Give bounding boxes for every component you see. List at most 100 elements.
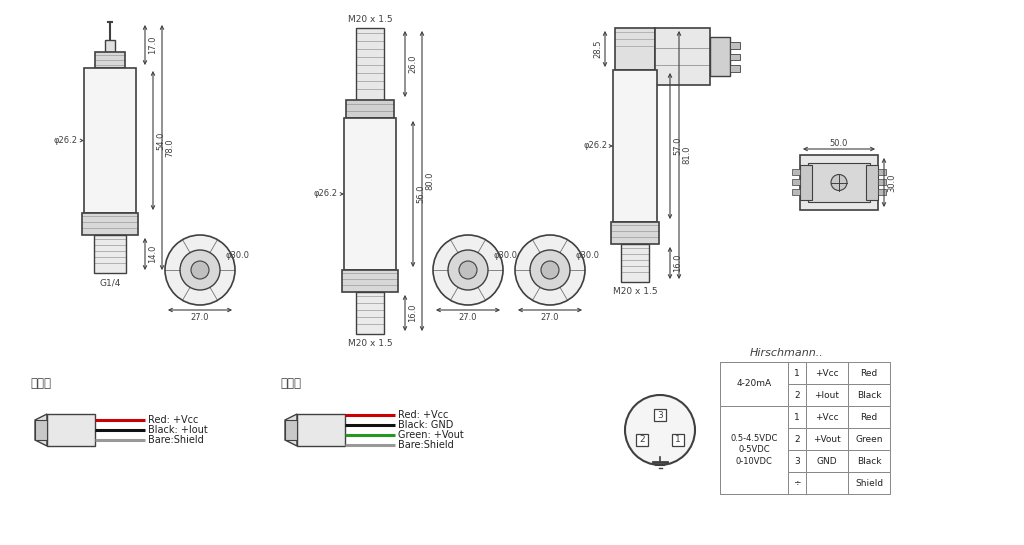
Bar xyxy=(720,472,788,494)
Bar xyxy=(105,40,115,52)
Text: GND: GND xyxy=(817,457,838,465)
Bar xyxy=(730,53,740,60)
Bar xyxy=(720,428,788,450)
Polygon shape xyxy=(285,414,297,446)
Circle shape xyxy=(433,235,503,305)
Bar xyxy=(792,169,800,175)
Bar xyxy=(720,362,788,384)
Bar xyxy=(848,384,890,406)
Text: Bare:Shield: Bare:Shield xyxy=(148,435,204,445)
Text: 2: 2 xyxy=(795,434,800,444)
Bar xyxy=(878,189,886,195)
Bar xyxy=(788,450,806,472)
Circle shape xyxy=(191,261,209,279)
Bar xyxy=(655,28,710,85)
Text: φ26.2: φ26.2 xyxy=(314,190,338,198)
Text: 16.0: 16.0 xyxy=(673,254,682,272)
Bar xyxy=(95,52,125,68)
Text: Hirschmann..: Hirschmann.. xyxy=(750,348,823,358)
Bar xyxy=(730,65,740,72)
Text: Bare:Shield: Bare:Shield xyxy=(398,440,454,450)
Text: 81.0: 81.0 xyxy=(682,146,691,164)
Bar xyxy=(800,165,812,200)
Text: φ30.0: φ30.0 xyxy=(225,251,249,259)
Text: 1: 1 xyxy=(675,435,681,445)
Bar xyxy=(788,384,806,406)
Bar xyxy=(346,100,394,118)
Text: Black: Black xyxy=(857,391,882,399)
Bar xyxy=(806,428,848,450)
Bar xyxy=(720,406,788,494)
Bar xyxy=(788,428,806,450)
Bar xyxy=(35,420,47,440)
Text: 3: 3 xyxy=(795,457,800,465)
Bar xyxy=(878,169,886,175)
Text: 2: 2 xyxy=(795,391,800,399)
Text: Black: GND: Black: GND xyxy=(398,420,454,430)
Bar xyxy=(342,270,398,292)
Text: 0.5-4.5VDC
0-5VDC
0-10VDC: 0.5-4.5VDC 0-5VDC 0-10VDC xyxy=(730,434,777,465)
Text: φ26.2: φ26.2 xyxy=(583,142,607,150)
Bar xyxy=(297,414,345,446)
Bar xyxy=(285,420,297,440)
Bar xyxy=(654,409,666,421)
Bar xyxy=(788,362,806,384)
Bar xyxy=(94,235,126,273)
Text: 16.0: 16.0 xyxy=(408,304,417,322)
Text: Red: Red xyxy=(860,368,878,378)
Bar xyxy=(82,213,138,235)
Bar xyxy=(720,406,788,428)
Bar xyxy=(730,43,740,49)
Bar xyxy=(611,222,659,244)
Text: 50.0: 50.0 xyxy=(829,139,848,148)
Polygon shape xyxy=(35,414,47,446)
Text: 电压型: 电压型 xyxy=(280,377,301,390)
Text: M20 x 1.5: M20 x 1.5 xyxy=(348,339,392,348)
Text: M20 x 1.5: M20 x 1.5 xyxy=(612,287,657,296)
Text: 27.0: 27.0 xyxy=(190,313,209,322)
Bar xyxy=(848,472,890,494)
Text: 17.0: 17.0 xyxy=(148,36,157,54)
Text: +Vout: +Vout xyxy=(813,434,841,444)
Text: 54.0: 54.0 xyxy=(156,131,165,150)
Text: Shield: Shield xyxy=(855,479,883,487)
Bar xyxy=(806,450,848,472)
Bar xyxy=(344,118,396,270)
Bar xyxy=(848,450,890,472)
Circle shape xyxy=(515,235,585,305)
Text: Green: +Vout: Green: +Vout xyxy=(398,430,464,440)
Bar xyxy=(636,434,648,446)
Text: 30.0: 30.0 xyxy=(887,173,896,192)
Text: +Vcc: +Vcc xyxy=(815,368,839,378)
Text: 3: 3 xyxy=(657,410,663,420)
Text: 2: 2 xyxy=(639,435,645,445)
Circle shape xyxy=(165,235,234,305)
Text: +Vcc: +Vcc xyxy=(815,413,839,421)
Bar xyxy=(720,450,788,472)
Text: 0.5-4.5VDC
0-5VDC
0-10VDC: 0.5-4.5VDC 0-5VDC 0-10VDC xyxy=(728,402,779,432)
Text: ÷: ÷ xyxy=(794,479,801,487)
Bar xyxy=(792,189,800,195)
Bar xyxy=(808,163,870,202)
Text: M20 x 1.5: M20 x 1.5 xyxy=(348,15,392,24)
Text: 4-20mA: 4-20mA xyxy=(736,368,771,378)
Bar xyxy=(848,362,890,384)
Text: 80.0: 80.0 xyxy=(425,172,434,190)
Text: G1/4: G1/4 xyxy=(99,278,121,287)
Text: +Iout: +Iout xyxy=(814,391,840,399)
Text: φ30.0: φ30.0 xyxy=(493,251,517,259)
Circle shape xyxy=(459,261,477,279)
Text: 1: 1 xyxy=(795,413,800,421)
Bar xyxy=(878,179,886,185)
Circle shape xyxy=(180,250,220,290)
Text: 4-20mA: 4-20mA xyxy=(736,379,771,389)
Bar xyxy=(84,68,136,213)
Bar xyxy=(615,28,655,70)
Circle shape xyxy=(831,174,847,191)
Bar xyxy=(720,384,788,406)
Circle shape xyxy=(449,250,488,290)
Text: 27.0: 27.0 xyxy=(459,313,477,322)
Bar xyxy=(848,428,890,450)
Text: Green: Green xyxy=(855,434,883,444)
Bar xyxy=(848,406,890,428)
